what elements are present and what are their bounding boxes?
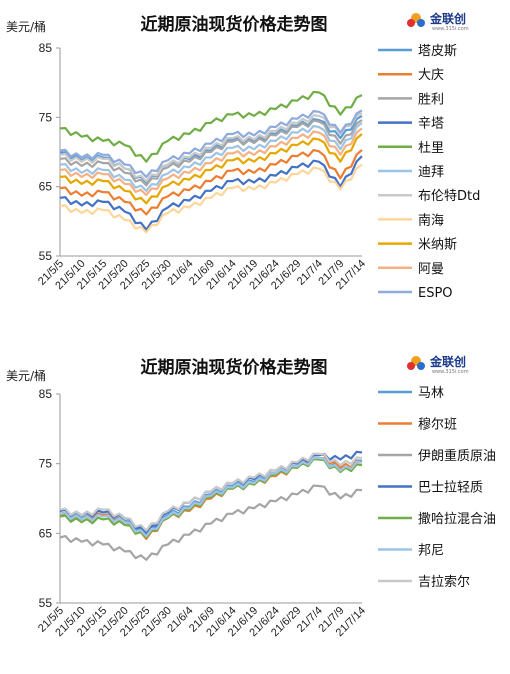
- y-tick-label: 65: [39, 180, 53, 194]
- y-tick-label: 75: [39, 110, 53, 124]
- y-tick-label: 85: [39, 41, 53, 55]
- y-axis-unit-label: 美元/桶: [6, 368, 46, 383]
- legend-label: 大庆: [418, 68, 444, 83]
- legend-label: 伊朗重质原油: [418, 448, 496, 464]
- y-tick-label: 85: [39, 387, 53, 401]
- chart-panel-2: 近期原油现货价格走势图 美元/桶 金联创 www.315i.com 55 65 75 85 21…: [0, 337, 510, 674]
- series-line-1-8: [59, 163, 363, 234]
- logo-name: 金联创: [429, 354, 466, 369]
- chart-title: 近期原油现货价格走势图: [141, 14, 328, 35]
- legend-label: 塔皮斯: [418, 44, 457, 59]
- series-line-1-4: [59, 155, 363, 231]
- legend-label: 南海: [418, 212, 444, 228]
- legend-label: 巴士拉轻质: [418, 481, 483, 496]
- legend-label: 马林: [418, 386, 444, 401]
- chart-panel-1: 近期原油现货价格走势图 美元/桶 金联创 www.315i.com 55 65 75 85 21…: [6, 11, 480, 301]
- legend-label: 杜里: [418, 141, 444, 156]
- legend-label: 米纳斯: [418, 238, 457, 253]
- series-line-1-2: [59, 149, 363, 216]
- legend-label: ESPO: [418, 286, 453, 301]
- series-line-2-6: [59, 456, 363, 538]
- legend-label: 穆尔班: [418, 418, 457, 433]
- series-line-1-11: [59, 109, 363, 179]
- legend-label: 胜利: [418, 92, 444, 107]
- y-tick-label: 65: [39, 526, 53, 540]
- chart-svg-2: 近期原油现货价格走势图美元/桶金联创www.315i.com5565758521…: [6, 354, 496, 639]
- y-tick-label: 75: [39, 457, 53, 471]
- legend-label: 邦尼: [418, 544, 444, 559]
- legend-label: 辛塔: [418, 117, 444, 132]
- logo-name: 金联创: [429, 11, 466, 26]
- legend-label: 吉拉索尔: [418, 575, 470, 590]
- logo-url: www.315i.com: [432, 26, 469, 32]
- legend-label: 撒哈拉混合油: [418, 511, 496, 527]
- chart-title: 近期原油现货价格走势图: [141, 357, 328, 378]
- series-line-2-7: [59, 452, 363, 532]
- series-line-1-5: [59, 90, 363, 163]
- series-line-1-6: [59, 122, 363, 192]
- logo-url: www.315i.com: [432, 369, 469, 375]
- y-tick-label: 55: [39, 596, 53, 610]
- legend-label: 迪拜: [418, 165, 444, 180]
- series-line-1-9: [59, 133, 363, 205]
- series-line-1-10: [59, 127, 363, 197]
- y-axis-unit-label: 美元/桶: [6, 19, 46, 34]
- y-tick-label: 55: [39, 249, 53, 263]
- legend-label: 布伦特Dtd: [418, 189, 480, 204]
- legend-label: 阿曼: [418, 262, 444, 277]
- chart-svg-1: 近期原油现货价格走势图美元/桶金联创www.315i.com5565758521…: [6, 11, 480, 301]
- series-line-2-3: [59, 484, 363, 561]
- series-line-1-7: [59, 112, 363, 183]
- series-line-1-3: [59, 119, 363, 187]
